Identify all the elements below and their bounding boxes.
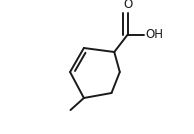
- Text: O: O: [123, 0, 132, 11]
- Text: OH: OH: [145, 28, 163, 41]
